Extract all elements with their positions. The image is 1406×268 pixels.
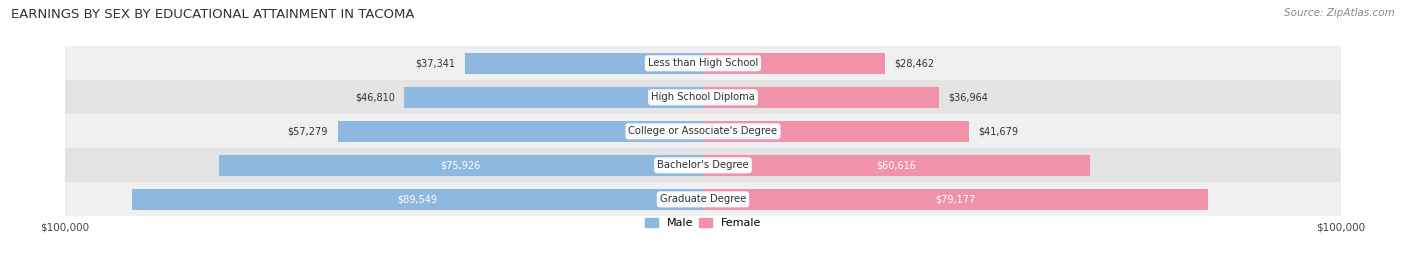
Bar [65,46,1341,80]
Bar [65,148,1341,182]
Bar [405,87,703,108]
Legend: Male, Female: Male, Female [644,218,762,228]
Bar [219,155,703,176]
Text: $89,549: $89,549 [398,194,437,204]
Bar [703,87,939,108]
Text: $57,279: $57,279 [288,126,328,136]
Text: $37,341: $37,341 [415,58,456,68]
Bar [703,121,969,142]
Text: Graduate Degree: Graduate Degree [659,194,747,204]
Text: $60,616: $60,616 [876,160,917,170]
Text: Bachelor's Degree: Bachelor's Degree [657,160,749,170]
Text: $46,810: $46,810 [354,92,395,102]
Bar [65,80,1341,114]
Bar [703,189,1208,210]
Bar [465,53,703,74]
Text: $28,462: $28,462 [894,58,934,68]
Bar [703,155,1090,176]
Text: $75,926: $75,926 [440,160,481,170]
Bar [65,114,1341,148]
Bar [65,182,1341,216]
Text: EARNINGS BY SEX BY EDUCATIONAL ATTAINMENT IN TACOMA: EARNINGS BY SEX BY EDUCATIONAL ATTAINMEN… [11,8,415,21]
Text: High School Diploma: High School Diploma [651,92,755,102]
Bar [132,189,703,210]
Text: $79,177: $79,177 [935,194,976,204]
Text: Less than High School: Less than High School [648,58,758,68]
Bar [703,53,884,74]
Text: College or Associate's Degree: College or Associate's Degree [628,126,778,136]
Text: Source: ZipAtlas.com: Source: ZipAtlas.com [1284,8,1395,18]
Text: $41,679: $41,679 [979,126,1018,136]
Bar [337,121,703,142]
Text: $36,964: $36,964 [949,92,988,102]
